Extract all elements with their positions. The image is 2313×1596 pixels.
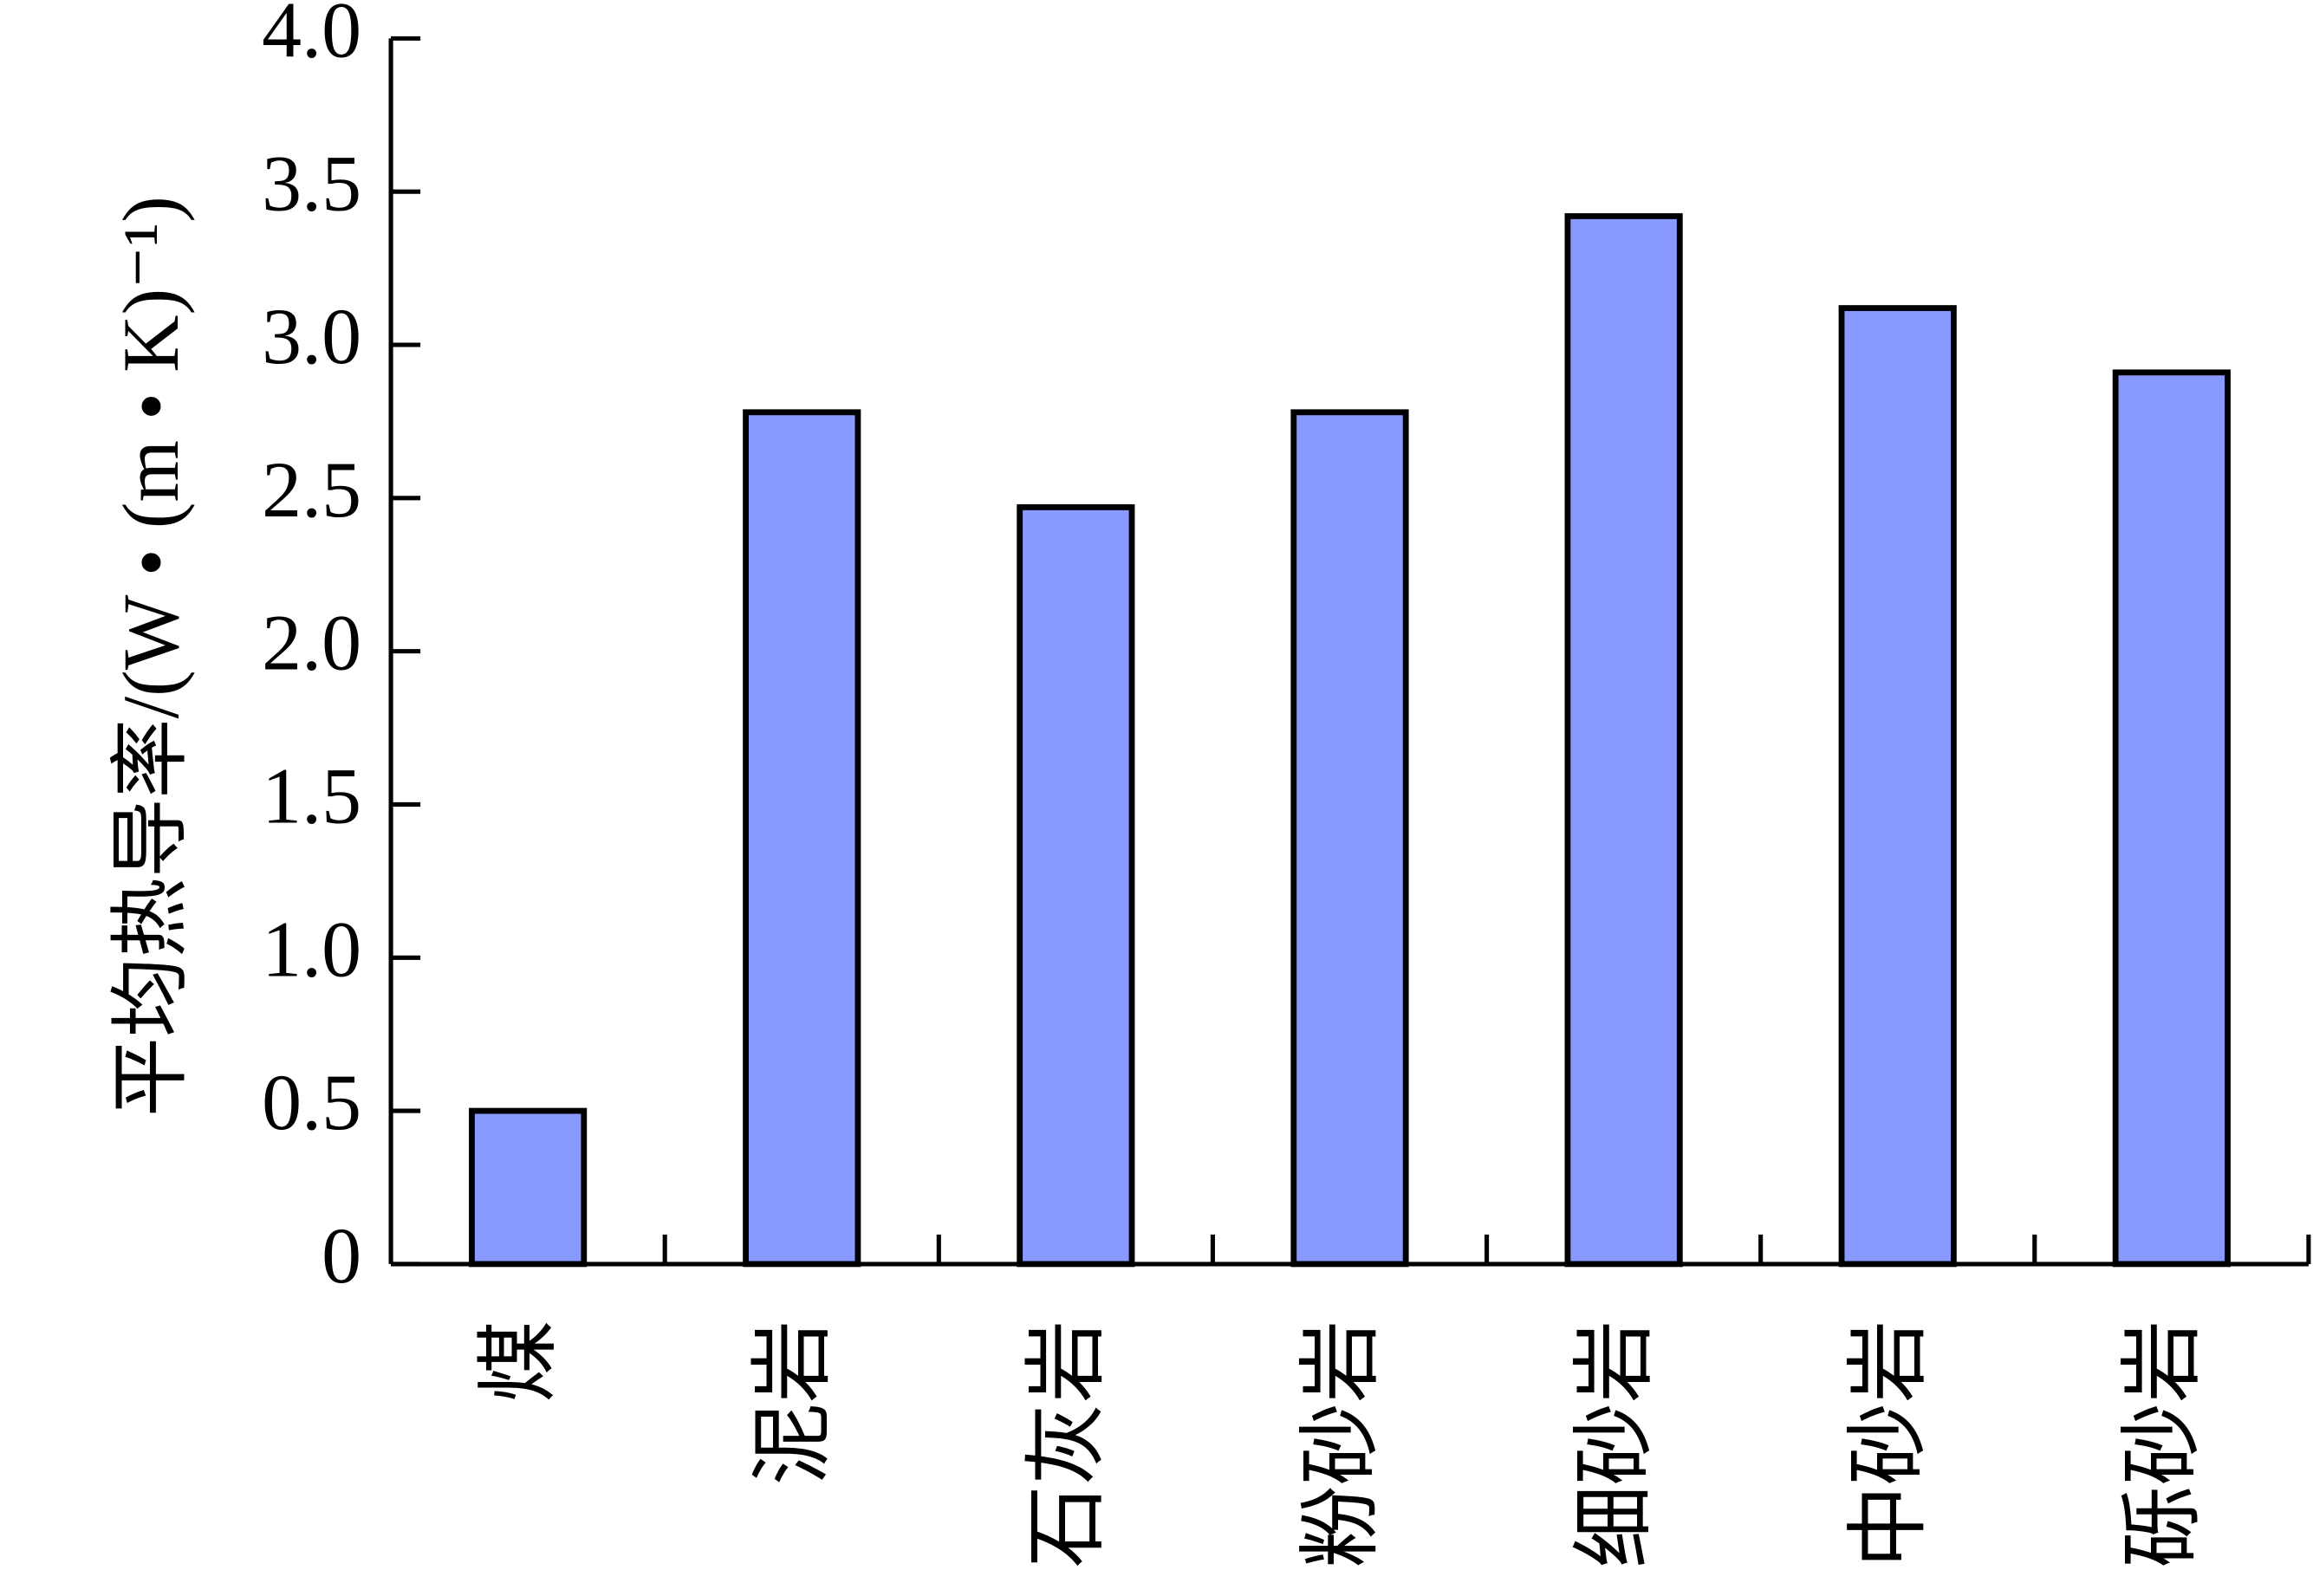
bar — [469, 1107, 588, 1268]
bar — [1838, 305, 1957, 1268]
y-tick-label: 0 — [322, 1211, 361, 1300]
x-tick-label: 砾砂岩 — [2117, 1320, 2209, 1568]
y-tick-label: 2.5 — [262, 445, 361, 534]
y-tick-label: 2.0 — [262, 599, 361, 687]
x-tick-label: 中砂岩 — [1843, 1320, 1935, 1568]
y-tick-label: 0.5 — [262, 1058, 361, 1146]
y-tick-label: 4.0 — [262, 0, 361, 74]
y-tick-label: 3.5 — [262, 139, 361, 227]
bar — [1290, 409, 1409, 1268]
y-tick-label: 1.5 — [262, 752, 361, 840]
bar — [1564, 213, 1683, 1268]
bar — [1017, 504, 1135, 1268]
x-tick-label: 煤 — [473, 1320, 565, 1403]
y-tick-label: 1.0 — [262, 905, 361, 993]
bar — [743, 409, 861, 1268]
y-axis-label: 平均热导率/(W • (m • K)⁻¹) — [107, 196, 195, 1117]
y-tick-label: 3.0 — [262, 292, 361, 380]
x-tick-label: 泥岩 — [747, 1320, 839, 1486]
x-tick-label: 细砂岩 — [1569, 1320, 1660, 1568]
x-tick-label: 石灰岩 — [1021, 1320, 1113, 1568]
x-tick-label: 粉砂岩 — [1295, 1320, 1387, 1568]
bar — [2112, 369, 2231, 1268]
